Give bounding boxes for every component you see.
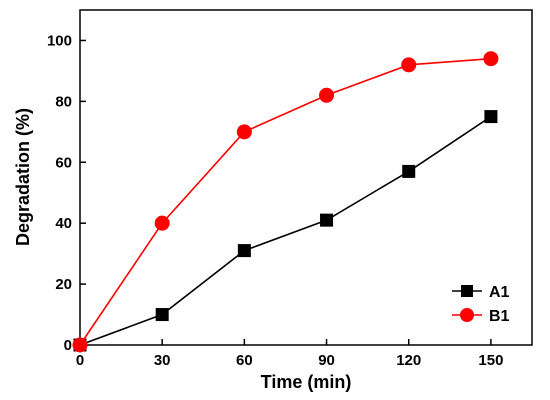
data-point-B1 [483, 51, 499, 67]
y-tick-label: 100 [47, 32, 72, 49]
y-axis-title: Degradation (%) [13, 108, 33, 246]
y-tick-label: 20 [55, 276, 72, 293]
series-A1 [73, 110, 498, 352]
data-point-B1 [401, 57, 417, 73]
y-tick-label: 40 [55, 215, 72, 232]
data-point-A1 [320, 213, 334, 227]
plot-frame [79, 9, 533, 346]
series-line-B1 [79, 57, 491, 346]
y-tick-label: 60 [55, 154, 72, 171]
x-axis-title: Time (min) [261, 372, 352, 392]
legend-label: A1 [489, 284, 510, 301]
x-tick-label: 30 [154, 352, 171, 369]
series-B1 [72, 51, 499, 353]
y-tick-label: 80 [55, 93, 72, 110]
legend-marker [461, 285, 473, 297]
legend-item-A1: A1 [452, 284, 510, 301]
data-point-A1 [402, 164, 416, 178]
x-tick-label: 120 [396, 352, 421, 369]
x-tick-label: 60 [236, 352, 253, 369]
data-point-A1 [484, 110, 498, 124]
legend-label: B1 [489, 308, 510, 325]
x-tick-label: 90 [318, 352, 335, 369]
legend-marker [460, 308, 474, 322]
axis-ticks: 0 30 60 90 120 150 0 20 40 60 80 100 [47, 32, 503, 369]
series-line-A1 [79, 115, 492, 346]
x-tick-label: 150 [478, 352, 503, 369]
series-layer [72, 51, 499, 353]
data-point-B1 [319, 87, 335, 103]
data-point-B1 [72, 337, 88, 353]
x-tick-label: 0 [76, 352, 84, 369]
data-point-B1 [236, 124, 252, 140]
legend-item-B1: B1 [452, 308, 510, 325]
y-tick-label: 0 [64, 337, 72, 354]
data-point-B1 [154, 215, 170, 231]
data-point-A1 [237, 244, 251, 258]
data-point-A1 [155, 308, 169, 322]
